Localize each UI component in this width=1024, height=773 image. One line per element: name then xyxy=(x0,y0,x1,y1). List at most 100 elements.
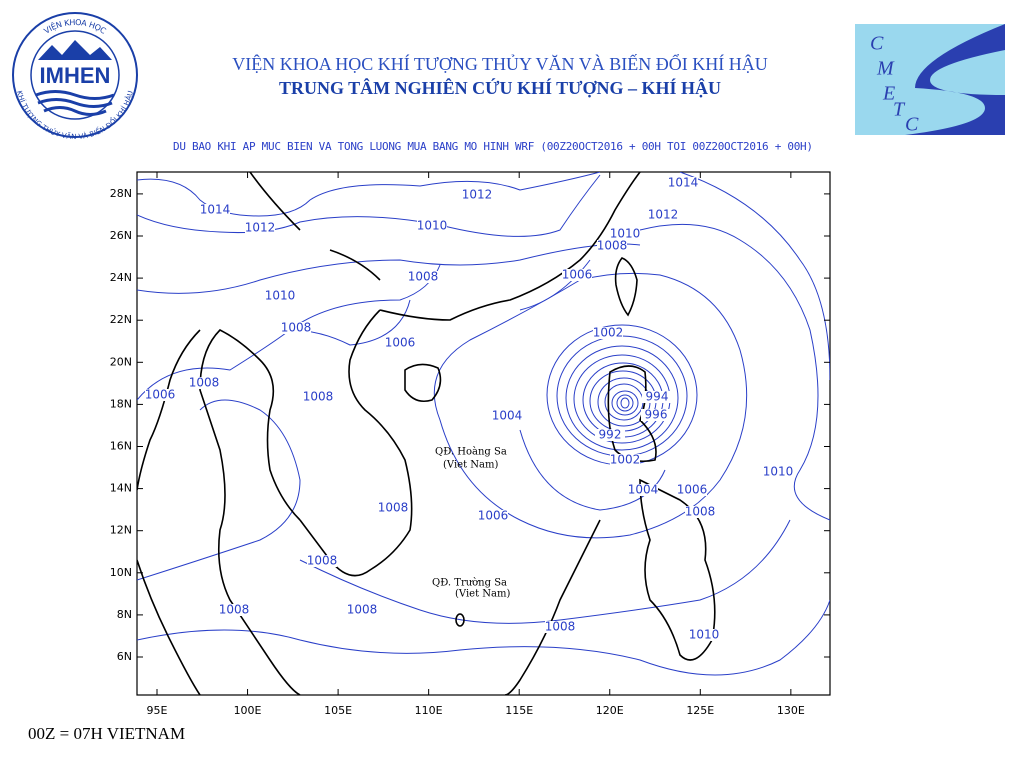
footer-note: 00Z = 07H VIETNAM xyxy=(28,724,185,743)
contour-label-bg xyxy=(408,271,438,283)
contour-label: 996 xyxy=(645,408,668,422)
annotation: (Viet Nam) xyxy=(443,460,498,471)
contour-label: 1010 xyxy=(763,465,794,479)
y-tick-label: 16N xyxy=(110,440,132,453)
contour-label: 1008 xyxy=(219,603,250,617)
contour-label-bg xyxy=(763,466,793,478)
contour-label-bg xyxy=(281,322,311,334)
contour-label-bg xyxy=(145,389,175,401)
contour-label: 1006 xyxy=(478,509,509,523)
y-tick-label: 14N xyxy=(110,482,132,495)
annotation: (Viet Nam) xyxy=(455,589,510,600)
y-tick-label: 20N xyxy=(110,355,132,368)
y-tick-label: 28N xyxy=(110,187,132,200)
contour-label-bg xyxy=(347,604,377,616)
contour-label-bg xyxy=(648,209,678,221)
contour-label-bg xyxy=(545,621,575,633)
cmetc-letter: C xyxy=(905,114,919,136)
contour-label: 1008 xyxy=(189,376,220,390)
contour-label-bg xyxy=(378,502,408,514)
x-tick-label: 95E xyxy=(147,704,168,717)
x-tick-label: 100E xyxy=(234,704,262,717)
cmetc-letter: M xyxy=(876,58,895,80)
contour-label: 992 xyxy=(599,428,622,442)
annotation: QĐ. Hoàng Sa xyxy=(435,447,507,458)
y-tick-label: 6N xyxy=(117,650,132,663)
contour-label: 1006 xyxy=(562,268,593,282)
contour-label: 1014 xyxy=(200,203,231,217)
contour-label-bg xyxy=(219,604,249,616)
contour-label-bg xyxy=(200,204,230,216)
y-tick-label: 26N xyxy=(110,229,132,242)
contour-label: 1010 xyxy=(689,628,720,642)
x-tick-label: 115E xyxy=(505,704,533,717)
center-title: TRUNG TÂM NGHIÊN CỨU KHÍ TƯỢNG – KHÍ HẬU xyxy=(279,77,721,98)
contour-label-bg xyxy=(265,290,295,302)
contour-label-bg xyxy=(610,454,640,466)
contour-label: 1008 xyxy=(545,620,576,634)
contour-label: 994 xyxy=(646,390,669,404)
contour-label: 1004 xyxy=(492,409,523,423)
contour-label: 1008 xyxy=(597,239,628,253)
contour-label: 1012 xyxy=(462,188,493,202)
contour-label: 1002 xyxy=(610,453,641,467)
contour-label: 1008 xyxy=(303,390,334,404)
contour-label-bg xyxy=(597,240,627,252)
x-tick-label: 110E xyxy=(415,704,443,717)
x-tick-label: 125E xyxy=(686,704,714,717)
imhen-text: IMHEN xyxy=(40,63,111,88)
y-tick-label: 22N xyxy=(110,313,132,326)
y-tick-label: 18N xyxy=(110,397,132,410)
contour-label: 1014 xyxy=(668,176,699,190)
contour-label: 1010 xyxy=(610,227,641,241)
contour-label-bg xyxy=(677,484,707,496)
contour-label: 1012 xyxy=(245,221,276,235)
contour-label-bg xyxy=(307,555,337,567)
x-tick-label: 105E xyxy=(324,704,352,717)
contour-label: 1006 xyxy=(677,483,708,497)
contour-label-bg xyxy=(642,391,672,403)
forecast-title: DU BAO KHI AP MUC BIEN VA TONG LUONG MUA… xyxy=(173,140,813,153)
contour-label: 1008 xyxy=(281,321,312,335)
y-tick-label: 24N xyxy=(110,271,132,284)
contour-label: 1012 xyxy=(648,208,679,222)
contour-label-bg xyxy=(303,391,333,403)
x-tick-label: 120E xyxy=(596,704,624,717)
contour-label: 1010 xyxy=(417,219,448,233)
contour-label-bg xyxy=(385,337,415,349)
y-tick-label: 10N xyxy=(110,566,132,579)
contour-label-bg xyxy=(689,629,719,641)
contour-label-bg xyxy=(610,228,640,240)
contour-label: 1006 xyxy=(145,388,176,402)
contour-label: 1008 xyxy=(378,501,409,515)
contour-label-bg xyxy=(641,409,671,421)
contour-label: 1008 xyxy=(685,505,716,519)
contour-label: 1008 xyxy=(307,554,338,568)
contour-label-bg xyxy=(685,506,715,518)
contour-label-bg xyxy=(189,377,219,389)
contour-labels: 1014101210121014101210101010100810061008… xyxy=(145,176,794,642)
contour-label-bg xyxy=(492,410,522,422)
y-tick-label: 8N xyxy=(117,608,132,621)
contour-label: 1008 xyxy=(347,603,378,617)
y-tick-label: 12N xyxy=(110,524,132,537)
cmetc-letter: E xyxy=(882,83,895,105)
contour-label: 1008 xyxy=(408,270,439,284)
contour-label-bg xyxy=(245,222,275,234)
contour-label: 1006 xyxy=(385,336,416,350)
axis-ticks: 95E 100E 105E 110E 115E 120E 125E 130E 6N 8N 10N 12… xyxy=(110,172,830,717)
institute-title: VIỆN KHOA HỌC KHÍ TƯỢNG THỦY VĂN VÀ BIẾN… xyxy=(232,53,767,74)
contour-label-bg xyxy=(478,510,508,522)
contour-label-bg xyxy=(462,189,492,201)
contour-label-bg xyxy=(593,327,623,339)
contour-label-bg xyxy=(417,220,447,232)
annotation: QĐ. Trường Sa xyxy=(432,578,507,589)
contour-label-bg xyxy=(628,484,658,496)
x-tick-label: 130E xyxy=(777,704,805,717)
contour-label-bg xyxy=(562,269,592,281)
contour-label-bg xyxy=(595,429,625,441)
imhen-logo: IMHEN VIỆN KHOA HỌC KHÍ TƯỢNG THỦY VĂN V… xyxy=(12,12,138,141)
contour-label-bg xyxy=(668,177,698,189)
